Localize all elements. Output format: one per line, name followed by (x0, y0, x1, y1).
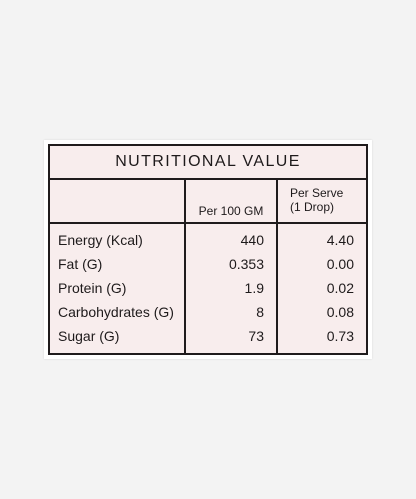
header-per-serve-sub: (1 Drop) (290, 200, 335, 214)
header-per-serve-label: Per Serve (290, 186, 344, 200)
column-divider-1 (184, 180, 186, 353)
nutrition-table: NUTRITIONAL VALUE Per 100 GM Per Serve (… (48, 144, 368, 355)
header-per-100: Per 100 GM (198, 204, 264, 218)
row-per-serve-value: 4.40 (326, 232, 354, 248)
row-per-serve-value: 0.08 (326, 304, 354, 320)
row-label: Fat (G) (58, 256, 103, 272)
row-label: Energy (Kcal) (58, 232, 143, 248)
row-per-100-value: 73 (248, 328, 264, 344)
table-row: Fat (G) 0.353 0.00 (50, 252, 366, 276)
row-label: Sugar (G) (58, 328, 120, 344)
row-per-100-value: 8 (256, 304, 264, 320)
header-divider (50, 222, 366, 224)
table-row: Sugar (G) 73 0.73 (50, 324, 366, 348)
row-per-serve-value: 0.00 (326, 256, 354, 272)
header-per-serve: Per Serve (1 Drop) (290, 186, 343, 214)
table-row: Carbohydrates (G) 8 0.08 (50, 300, 366, 324)
row-per-100-value: 440 (240, 232, 264, 248)
table-title: NUTRITIONAL VALUE (50, 146, 366, 180)
row-per-serve-value: 0.73 (326, 328, 354, 344)
row-per-100-value: 1.9 (244, 280, 264, 296)
row-label: Carbohydrates (G) (58, 304, 174, 320)
row-per-100-value: 0.353 (228, 256, 264, 272)
column-divider-2 (276, 180, 278, 353)
nutrition-label-card: NUTRITIONAL VALUE Per 100 GM Per Serve (… (44, 140, 372, 359)
table-row: Protein (G) 1.9 0.02 (50, 276, 366, 300)
row-label: Protein (G) (58, 280, 127, 296)
row-per-serve-value: 0.02 (326, 280, 354, 296)
table-row: Energy (Kcal) 440 4.40 (50, 228, 366, 252)
